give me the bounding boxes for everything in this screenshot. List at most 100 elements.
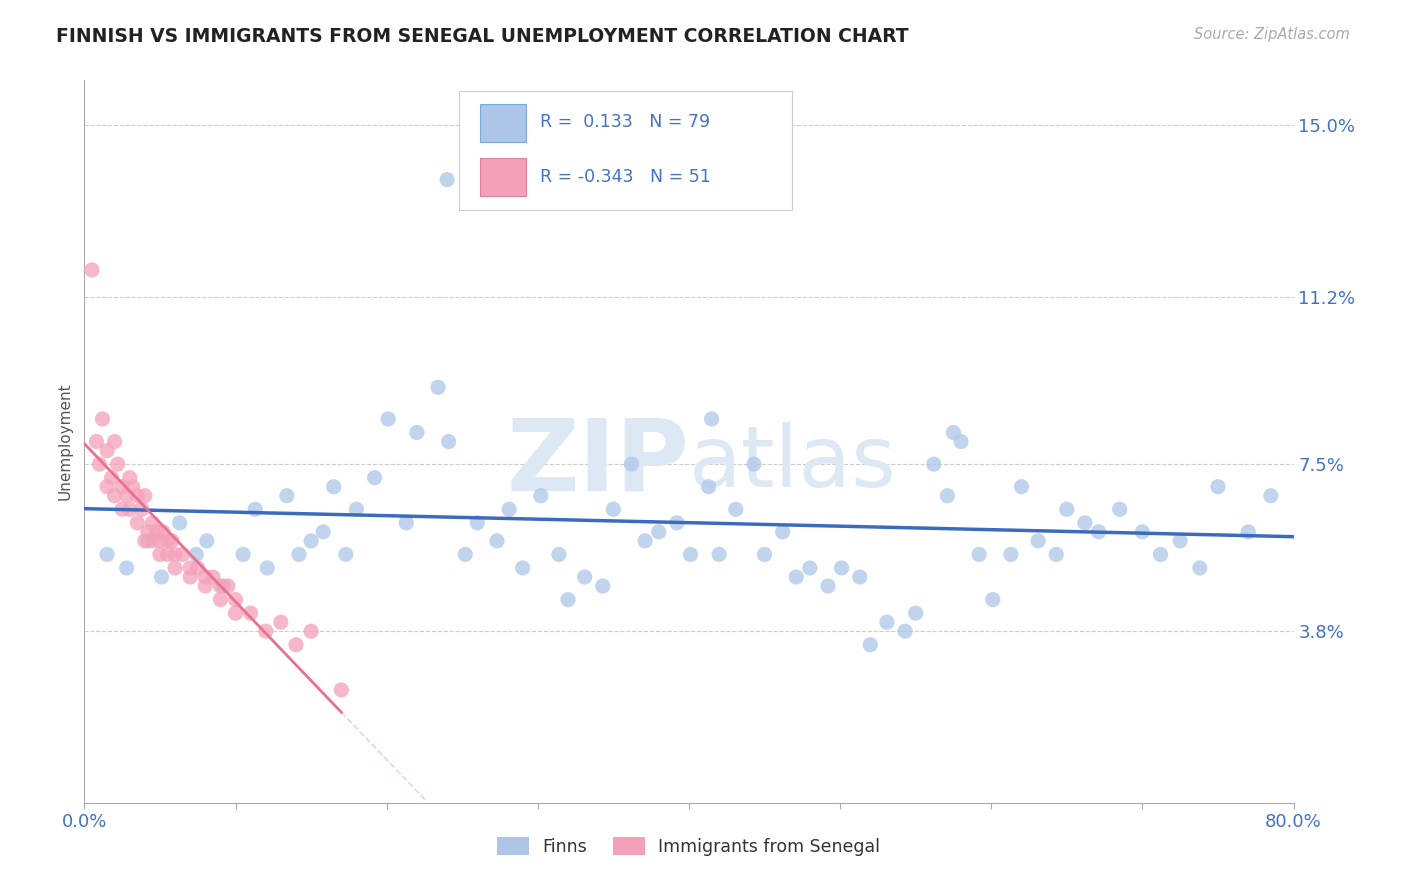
Point [772, 524, 794, 539]
Point [574, 570, 596, 584]
Point [134, 533, 156, 548]
Point [1188, 561, 1211, 575]
Point [848, 570, 870, 584]
Point [904, 606, 927, 620]
Point [299, 624, 322, 639]
Point [146, 524, 169, 539]
Point [458, 186, 481, 201]
Point [1011, 480, 1033, 494]
Point [100, 470, 122, 484]
Point [859, 638, 882, 652]
Point [276, 489, 298, 503]
Point [330, 682, 353, 697]
Point [104, 489, 127, 503]
Point [634, 533, 657, 548]
Point [201, 570, 224, 584]
Point [1206, 480, 1229, 494]
Point [377, 412, 399, 426]
Point [700, 412, 723, 426]
Point [894, 624, 917, 639]
Point [212, 579, 235, 593]
Y-axis label: Unemployment: Unemployment [58, 383, 73, 500]
Point [96, 480, 118, 494]
Point [285, 638, 308, 652]
FancyBboxPatch shape [479, 104, 526, 142]
Point [831, 561, 853, 575]
Text: ZIP: ZIP [506, 415, 689, 512]
Point [1087, 524, 1109, 539]
Text: FINNISH VS IMMIGRANTS FROM SENEGAL UNEMPLOYMENT CORRELATION CHART: FINNISH VS IMMIGRANTS FROM SENEGAL UNEMP… [56, 27, 908, 45]
Point [152, 524, 174, 539]
Point [754, 548, 776, 562]
Point [335, 548, 357, 562]
Point [697, 480, 720, 494]
Point [141, 533, 163, 548]
Point [96, 443, 118, 458]
Point [679, 548, 702, 562]
Point [1108, 502, 1130, 516]
Point [1149, 548, 1171, 562]
Point [225, 592, 247, 607]
Point [115, 561, 138, 575]
Point [602, 502, 624, 516]
Point [136, 524, 159, 539]
Legend: Finns, Immigrants from Senegal: Finns, Immigrants from Senegal [491, 830, 887, 863]
Point [121, 480, 143, 494]
Point [156, 533, 179, 548]
Point [1237, 524, 1260, 539]
Point [936, 489, 959, 503]
Point [312, 524, 335, 539]
Point [299, 533, 322, 548]
Point [436, 172, 458, 186]
Point [118, 502, 141, 516]
Point [111, 502, 134, 516]
Point [346, 502, 368, 516]
Point [104, 434, 127, 449]
Point [225, 606, 247, 620]
Point [288, 548, 311, 562]
Point [437, 434, 460, 449]
Point [322, 480, 344, 494]
Point [217, 579, 239, 593]
Point [592, 579, 614, 593]
Point [1260, 489, 1282, 503]
Point [1168, 533, 1191, 548]
Point [467, 516, 489, 530]
Point [169, 516, 191, 530]
Point [186, 548, 208, 562]
FancyBboxPatch shape [479, 158, 526, 196]
Point [89, 457, 111, 471]
Point [179, 561, 201, 575]
Point [950, 434, 973, 449]
Point [665, 516, 688, 530]
Point [165, 561, 187, 575]
Point [1045, 548, 1067, 562]
Point [134, 489, 156, 503]
Point [118, 470, 141, 484]
Point [149, 533, 172, 548]
Point [172, 548, 194, 562]
Point [239, 606, 262, 620]
Point [156, 548, 179, 562]
Point [942, 425, 965, 440]
Point [127, 489, 149, 503]
Point [187, 561, 209, 575]
Point [194, 570, 217, 584]
Point [232, 548, 254, 562]
Point [243, 502, 266, 516]
Point [127, 516, 149, 530]
Point [1132, 524, 1154, 539]
Point [209, 579, 232, 593]
Point [922, 457, 945, 471]
Point [709, 548, 731, 562]
Point [817, 579, 839, 593]
Point [107, 457, 129, 471]
Text: Source: ZipAtlas.com: Source: ZipAtlas.com [1194, 27, 1350, 42]
Point [209, 592, 232, 607]
Point [724, 502, 747, 516]
FancyBboxPatch shape [460, 91, 792, 211]
Point [254, 624, 277, 639]
Point [648, 524, 671, 539]
Point [512, 561, 534, 575]
Point [557, 592, 579, 607]
